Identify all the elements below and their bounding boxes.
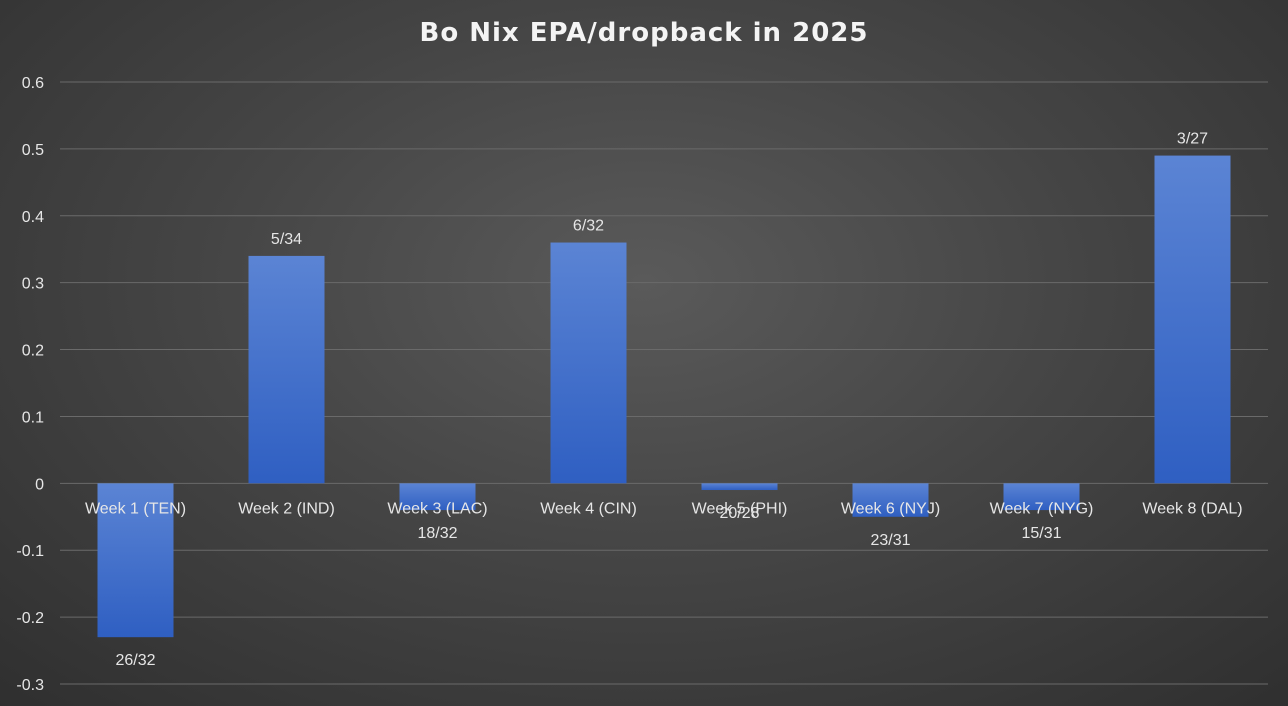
data-label: 6/32	[573, 218, 604, 235]
data-labels: 26/32 5/34 18/32 6/32 20/28 23/31 15/31 3/27	[115, 131, 1208, 670]
gridlines	[60, 81, 1268, 685]
y-tick-label: 0	[35, 476, 44, 493]
data-label: 15/31	[1021, 525, 1061, 542]
x-tick-label: Week 7 (NYG)	[990, 500, 1094, 517]
y-tick-label: 0.4	[22, 209, 44, 226]
y-axis-ticks: -0.3 -0.2 -0.1 0 0.1 0.2 0.3 0.4 0.5 0.6	[16, 75, 44, 694]
y-tick-label: 0.2	[22, 343, 44, 360]
bar	[248, 255, 325, 484]
x-tick-label: Week 2 (IND)	[238, 500, 335, 517]
y-tick-label: -0.3	[16, 677, 44, 694]
data-label: 23/31	[870, 532, 910, 549]
data-label: 18/32	[417, 525, 457, 542]
data-label: 26/32	[115, 652, 155, 669]
x-axis-ticks: Week 1 (TEN) Week 2 (IND) Week 3 (LAC) Week…	[85, 500, 1243, 517]
y-tick-label: -0.1	[16, 543, 44, 560]
y-tick-label: 0.5	[22, 142, 44, 159]
y-tick-label: 0.1	[22, 409, 44, 426]
bar	[1003, 483, 1080, 511]
x-tick-label: Week 6 (NYJ)	[841, 500, 940, 517]
bar	[701, 483, 778, 491]
x-tick-label: Week 4 (CIN)	[540, 500, 637, 517]
data-label: 3/27	[1177, 131, 1208, 148]
bar	[550, 242, 627, 484]
bar	[1154, 155, 1231, 484]
x-tick-label: Week 5 (PHI)	[692, 500, 788, 517]
bar	[399, 483, 476, 511]
data-label: 20/28	[719, 505, 759, 522]
x-tick-label: Week 8 (DAL)	[1142, 500, 1242, 517]
y-tick-label: -0.2	[16, 610, 44, 627]
bar	[97, 483, 174, 638]
data-label: 5/34	[271, 231, 302, 248]
bars	[97, 155, 1231, 638]
bar	[852, 483, 929, 517]
y-tick-label: 0.3	[22, 276, 44, 293]
y-tick-label: 0.6	[22, 75, 44, 92]
x-tick-label: Week 3 (LAC)	[387, 500, 487, 517]
x-tick-label: Week 1 (TEN)	[85, 500, 186, 517]
chart-title: Bo Nix EPA/dropback in 2025	[419, 18, 869, 48]
